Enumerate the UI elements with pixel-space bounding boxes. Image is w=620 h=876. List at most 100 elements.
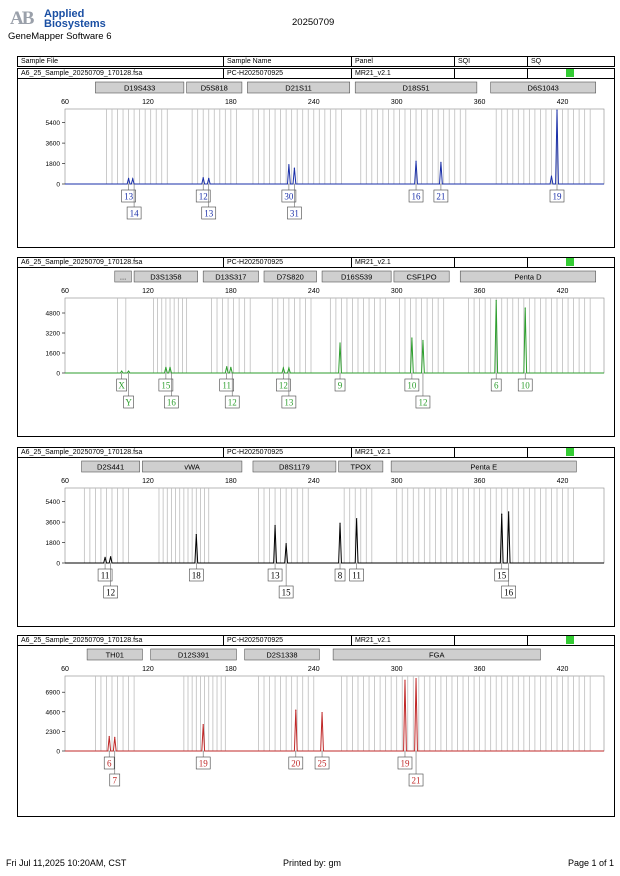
electropherogram-panel-blue: A6_25_Sample_20250709_170128.fsa PC-H2025… <box>17 68 615 248</box>
electropherogram-plot: D2S441 vWA D8S1179 TPOX Penta E60 120 180 240 30… <box>46 460 605 599</box>
allele-peak <box>422 339 424 342</box>
allele-peak <box>165 366 167 368</box>
x-tick-label: 60 <box>61 478 69 485</box>
allele-peak <box>104 556 106 558</box>
allele-label-box <box>281 395 297 409</box>
x-tick-label: 420 <box>557 99 569 106</box>
allele-peak <box>321 712 323 714</box>
allele-peak <box>524 307 526 309</box>
locus-bar <box>338 460 384 473</box>
locus-label: D13S317 <box>215 273 246 282</box>
allele-peak <box>339 522 341 524</box>
allele-label: 12 <box>106 588 115 598</box>
locus-bar <box>321 270 392 283</box>
allele-label: 7 <box>113 776 118 786</box>
allele-peak <box>274 524 276 527</box>
col-sq: SQ <box>531 58 542 65</box>
allele-label: 12 <box>199 192 208 202</box>
plot-area <box>64 297 605 374</box>
applied-biosystems-logo: AB Applied Biosystems <box>10 8 120 30</box>
allele-label-box <box>121 189 136 203</box>
allele-label-box <box>195 189 211 203</box>
allele-label: 14 <box>130 209 140 219</box>
allele-peak <box>288 164 290 166</box>
allele-label-box <box>288 756 304 770</box>
locus-label: FGA <box>429 651 444 660</box>
allele-peak <box>208 177 210 179</box>
allele-label: 21 <box>412 776 421 786</box>
allele-label-box <box>517 378 533 392</box>
locus-bar <box>186 81 243 94</box>
column-header-row: Sample File Sample Name Panel SQI SQ <box>17 56 615 67</box>
allele-label-box <box>188 568 204 582</box>
y-tick-label: 4600 <box>46 709 61 716</box>
allele-label: 19 <box>553 192 563 202</box>
allele-peak <box>550 175 553 177</box>
electropherogram-plot: ... D3S1358 D13S317 D7S820 D16S539 CSF1PO Pent… <box>46 270 605 409</box>
locus-label: D8S1179 <box>279 463 310 472</box>
x-tick-label: 300 <box>391 99 403 106</box>
locus-label: D2S1338 <box>266 651 297 660</box>
x-tick-label: 180 <box>225 666 237 673</box>
allele-label: 19 <box>400 759 410 769</box>
locus-bar <box>81 460 140 473</box>
allele-peak <box>108 735 110 738</box>
y-tick-label: 5400 <box>46 499 61 506</box>
x-tick-label: 120 <box>142 666 154 673</box>
logo-line-1: Applied <box>44 8 85 20</box>
panel-sample-file: A6_25_Sample_20250709_170128.fsa <box>21 449 143 456</box>
x-tick-label: 420 <box>557 666 569 673</box>
allele-label: 12 <box>418 398 427 408</box>
electropherogram-panel-black: A6_25_Sample_20250709_170128.fsa PC-H2025… <box>17 447 615 627</box>
x-tick-label: 60 <box>61 666 69 673</box>
allele-label: Y <box>125 398 132 408</box>
allele-label: 10 <box>407 381 417 391</box>
allele-label-box <box>501 585 516 599</box>
x-tick-label: 120 <box>142 288 154 295</box>
locus-bar <box>133 270 198 283</box>
plot-area <box>64 108 605 185</box>
locus-bar <box>354 81 478 94</box>
allele-label: 15 <box>161 381 171 391</box>
x-tick-label: 180 <box>225 288 237 295</box>
allele-label-box <box>334 568 346 582</box>
y-tick-label: 6900 <box>46 690 61 697</box>
y-tick-label: 5400 <box>46 120 61 127</box>
allele-label-box <box>408 773 424 787</box>
logo-mark: AB <box>10 8 34 29</box>
allele-peak <box>132 178 134 180</box>
panel-sample-file: A6_25_Sample_20250709_170128.fsa <box>21 70 143 77</box>
footer-page: Page 1 of 1 <box>567 858 614 868</box>
x-tick-label: 240 <box>308 288 320 295</box>
allele-label: 18 <box>192 571 202 581</box>
allele-label: 8 <box>338 571 343 581</box>
col-sample-file: Sample File <box>21 58 58 65</box>
allele-label: 11 <box>101 571 110 581</box>
y-tick-label: 4800 <box>46 311 61 318</box>
allele-label-box <box>219 378 234 392</box>
locus-bar <box>459 270 597 283</box>
locus-label: D6S1043 <box>528 84 559 93</box>
allele-peak <box>440 161 442 164</box>
locus-label: D21S11 <box>285 84 312 93</box>
allele-peak <box>169 366 171 368</box>
allele-label-box <box>123 395 134 409</box>
locus-bar <box>150 648 237 661</box>
x-tick-label: 300 <box>391 478 403 485</box>
sq-status-indicator <box>566 636 574 644</box>
allele-label-box <box>490 378 502 392</box>
allele-label-box <box>195 756 211 770</box>
panel-sample-name: PC-H2025070925 <box>227 70 284 77</box>
col-sqi: SQI <box>458 58 471 65</box>
panel-header: A6_25_Sample_20250709_170128.fsa PC-H2025… <box>18 448 614 458</box>
allele-label: 13 <box>284 398 294 408</box>
y-tick-label: 1600 <box>46 351 61 358</box>
allele-label: 30 <box>284 192 294 202</box>
electropherogram-panel-red: A6_25_Sample_20250709_170128.fsa PC-H2025… <box>17 635 615 817</box>
locus-bar <box>86 648 143 661</box>
locus-label: CSF1PO <box>407 273 437 282</box>
locus-label: D19S433 <box>124 84 155 93</box>
allele-peak <box>114 736 116 738</box>
allele-label: 6 <box>494 381 499 391</box>
x-tick-label: 360 <box>474 478 486 485</box>
